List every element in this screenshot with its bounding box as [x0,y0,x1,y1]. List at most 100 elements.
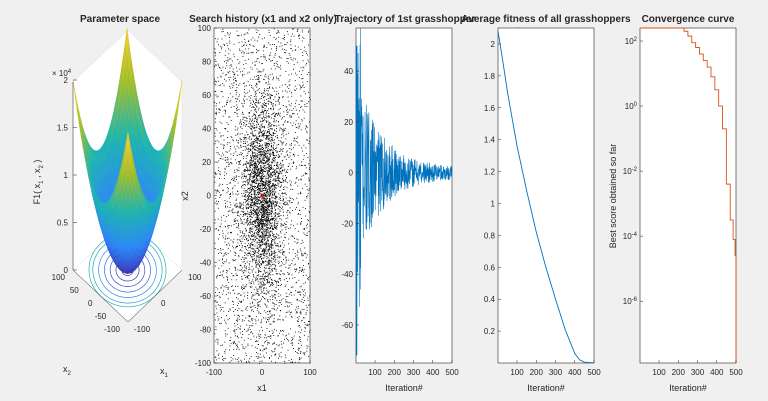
search-point [253,224,254,225]
search-point [256,170,258,172]
search-point [263,293,265,294]
search-point [269,296,271,298]
search-point [260,236,262,238]
search-point [305,147,307,149]
search-point [254,163,256,165]
search-point [277,78,279,80]
search-point [270,140,272,142]
search-point [276,120,277,122]
search-point [286,42,288,43]
search-point [246,219,248,221]
search-point [250,332,252,333]
search-point [288,302,290,304]
search-point [247,213,249,215]
search-point [301,309,303,311]
search-point [250,245,252,247]
search-point [249,303,251,305]
search-point [273,235,275,237]
search-point [214,222,216,224]
search-point [251,286,253,288]
search-point [246,191,248,193]
search-point [272,188,274,190]
search-point [275,270,277,272]
search-point [257,291,259,292]
search-point [271,351,273,353]
search-point [233,56,235,58]
search-point [259,222,261,223]
search-point [251,169,253,171]
search-point [266,138,268,140]
search-point [293,294,295,296]
search-point [262,260,263,262]
search-point [251,104,253,105]
search-point [268,228,270,230]
search-point [256,155,258,157]
search-point [270,245,272,247]
search-point [236,219,238,221]
search-point [217,80,219,82]
search-point [236,336,238,338]
search-point [229,70,231,72]
search-point [264,162,266,163]
search-point [241,34,242,36]
search-point [217,295,219,296]
search-point [286,57,288,59]
search-point [261,227,263,229]
search-point [276,196,278,198]
search-point [283,135,285,137]
search-point [254,178,256,180]
search-point [259,278,261,280]
search-point [300,193,301,195]
search-point [247,134,248,136]
search-point [280,302,282,304]
search-point [259,246,261,248]
search-point [256,217,258,219]
search-point [262,201,264,203]
search-point [221,91,223,92]
search-point [226,270,227,271]
search-point [222,83,224,84]
search-point [257,137,259,139]
search-point [242,83,244,84]
search-point [278,293,280,295]
search-point [256,83,257,85]
search-point [278,114,280,116]
search-point [283,116,285,117]
search-point [256,52,257,54]
search-point [218,191,220,193]
search-point [293,162,294,164]
search-point [253,167,255,168]
search-point [304,289,306,291]
search-point [248,52,249,54]
search-point [275,62,277,64]
search-point [297,252,299,253]
search-point [249,316,251,317]
search-point [241,319,243,321]
search-point [278,98,280,100]
search-point [273,290,275,291]
search-point [293,258,295,259]
search-point [260,153,262,155]
search-point [227,238,228,240]
search-point [293,64,295,65]
search-point [261,217,263,218]
search-point [256,219,257,220]
search-point [234,180,236,182]
search-point [306,63,307,64]
search-point [266,214,268,215]
search-point [265,151,267,153]
search-point [247,147,249,149]
search-point [264,239,265,241]
search-point [272,133,274,135]
search-point [251,128,253,129]
search-point [280,65,281,67]
search-point [263,285,265,287]
search-point [249,118,251,120]
search-point [261,214,263,216]
search-point [281,160,283,162]
search-point [261,223,263,225]
search-point [274,54,276,56]
search-point [273,133,275,134]
search-point [255,176,257,178]
search-point [235,80,237,82]
